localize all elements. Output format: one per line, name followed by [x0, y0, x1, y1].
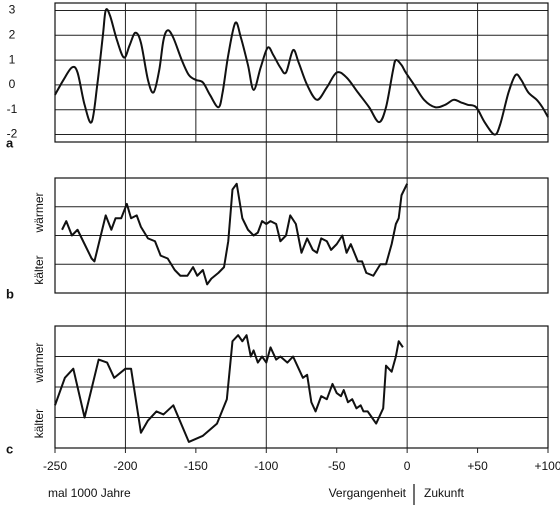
x-tick-label: +50	[467, 459, 488, 473]
x-tick-label: -150	[184, 459, 208, 473]
y-tick-label: 1	[9, 52, 16, 66]
y-label: wärmer	[32, 343, 46, 384]
x-tick-label: 0	[404, 459, 411, 473]
panel-frame	[54, 325, 549, 449]
y-tick-label: 3	[9, 3, 16, 17]
x-label: mal 1000 Jahre	[48, 486, 131, 500]
annotation: Vergangenheit	[329, 486, 407, 500]
y-tick-label: 2	[9, 27, 16, 41]
panel-label: c	[6, 441, 13, 456]
data-line	[54, 334, 404, 443]
data-line	[61, 182, 409, 286]
x-tick-label: -100	[254, 459, 278, 473]
x-tick-label: -200	[113, 459, 137, 473]
panel-frame	[54, 177, 549, 294]
panel-label: b	[6, 286, 14, 301]
y-tick-label: 0	[9, 77, 16, 91]
y-tick-label: -2	[7, 127, 18, 141]
x-tick-label: +100	[534, 459, 560, 473]
y-label: kälter	[32, 255, 46, 284]
y-label: kälter	[32, 409, 46, 438]
x-tick-label: -50	[328, 459, 346, 473]
data-line	[54, 8, 549, 136]
panel-label: a	[6, 135, 14, 150]
y-label: wärmer	[32, 192, 46, 233]
annotation: Zukunft	[424, 486, 465, 500]
x-tick-label: -250	[43, 459, 67, 473]
panel-frame	[54, 2, 549, 143]
y-tick-label: -1	[7, 102, 18, 116]
